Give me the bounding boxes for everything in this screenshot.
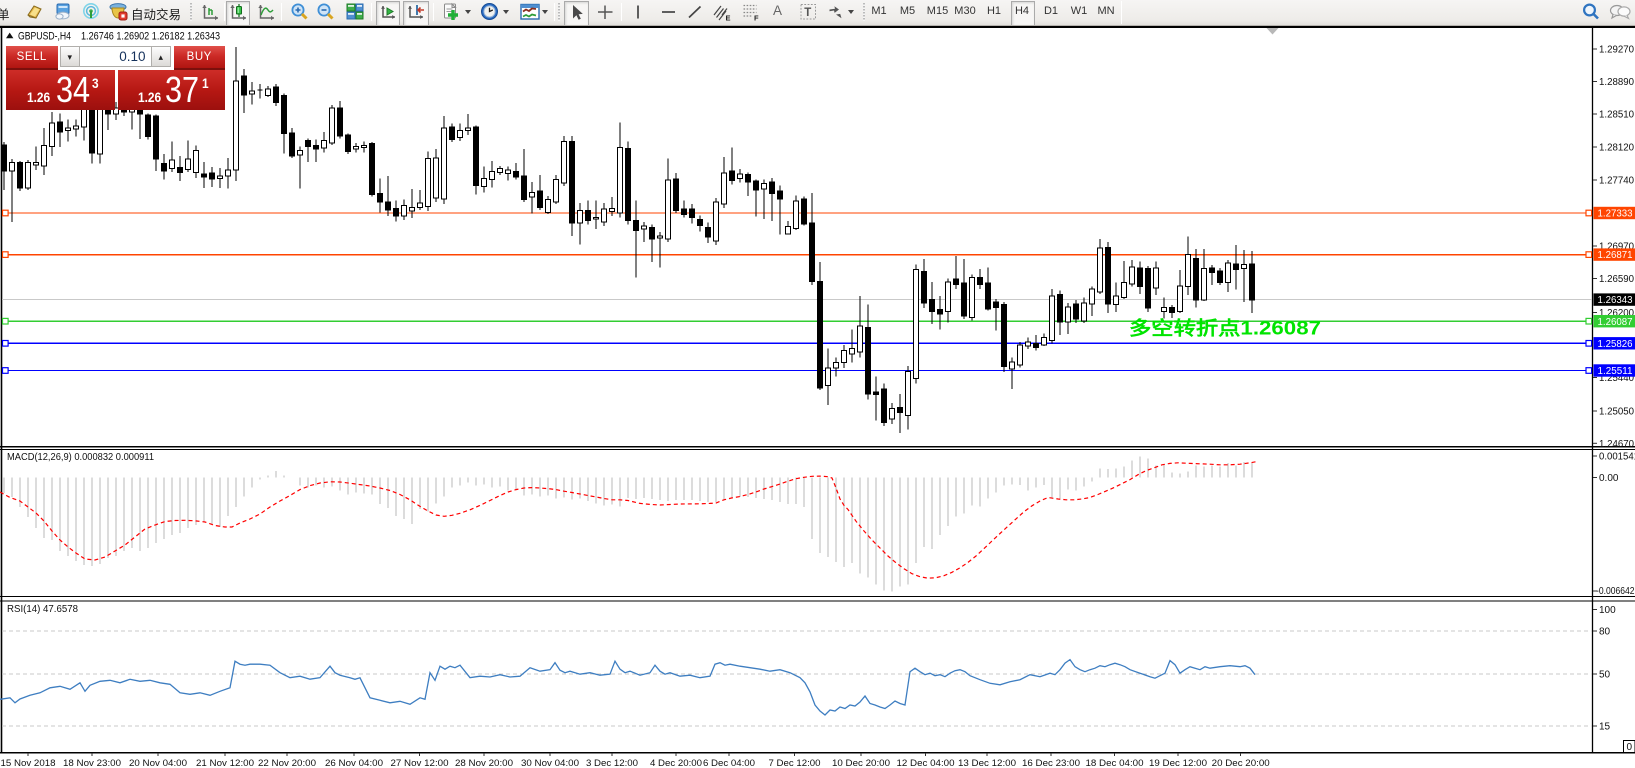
svg-text:18 Dec 04:00: 18 Dec 04:00 (1086, 758, 1144, 768)
svg-text:4 Dec 20:00: 4 Dec 20:00 (650, 758, 702, 768)
svg-text:30 Nov 04:00: 30 Nov 04:00 (521, 758, 579, 768)
svg-text:1.26343: 1.26343 (1598, 295, 1633, 306)
svg-text:1.29270: 1.29270 (1599, 45, 1634, 56)
svg-text:T: T (804, 7, 811, 19)
svg-text:20 Dec 20:00: 20 Dec 20:00 (1212, 758, 1270, 768)
svg-text:12 Dec 04:00: 12 Dec 04:00 (897, 758, 955, 768)
svg-text:22 Nov 20:00: 22 Nov 20:00 (258, 758, 316, 768)
svg-text:1.25826: 1.25826 (1598, 339, 1633, 350)
svg-text:1.27740: 1.27740 (1599, 176, 1634, 187)
svg-text:0.001541: 0.001541 (1599, 452, 1635, 463)
svg-text:18 Nov 23:00: 18 Nov 23:00 (63, 758, 121, 768)
svg-text:1.25440: 1.25440 (1599, 373, 1634, 384)
svg-text:MACD(12,26,9) 0.000832 0.00091: MACD(12,26,9) 0.000832 0.000911 (7, 452, 154, 463)
svg-text:1.28120: 1.28120 (1599, 143, 1634, 154)
svg-text:7 Dec 12:00: 7 Dec 12:00 (769, 758, 821, 768)
svg-text:1.25511: 1.25511 (1598, 366, 1633, 377)
svg-text:1.25050: 1.25050 (1599, 407, 1634, 418)
svg-text:27 Nov 12:00: 27 Nov 12:00 (391, 758, 449, 768)
svg-text:100: 100 (1599, 605, 1616, 616)
svg-text:15 Nov 2018: 15 Nov 2018 (1, 758, 56, 768)
svg-text:-0.006642: -0.006642 (1596, 586, 1635, 597)
svg-text:1.28510: 1.28510 (1599, 110, 1634, 121)
svg-text:1.26200: 1.26200 (1599, 308, 1634, 319)
svg-text:F: F (754, 14, 759, 23)
svg-text:1.27333: 1.27333 (1598, 209, 1633, 220)
svg-text:1.26970: 1.26970 (1599, 242, 1634, 253)
svg-text:80: 80 (1599, 627, 1611, 638)
svg-text:1.28890: 1.28890 (1599, 77, 1634, 88)
svg-text:16 Dec 23:00: 16 Dec 23:00 (1022, 758, 1080, 768)
svg-text:6 Dec 04:00: 6 Dec 04:00 (703, 758, 755, 768)
svg-text:1.24670: 1.24670 (1599, 439, 1634, 450)
svg-text:0.00: 0.00 (1599, 473, 1619, 484)
svg-text:26 Nov 04:00: 26 Nov 04:00 (325, 758, 383, 768)
svg-text:20 Nov 04:00: 20 Nov 04:00 (129, 758, 187, 768)
svg-text:1.26746 1.26902 1.26182 1.2634: 1.26746 1.26902 1.26182 1.26343 (81, 31, 220, 43)
svg-text:GBPUSD-,H4: GBPUSD-,H4 (18, 31, 71, 43)
svg-text:50: 50 (1599, 670, 1611, 681)
svg-text:10 Dec 20:00: 10 Dec 20:00 (832, 758, 890, 768)
svg-text:15: 15 (1599, 722, 1611, 733)
svg-text:1.26087: 1.26087 (1598, 317, 1633, 328)
svg-text:28 Nov 20:00: 28 Nov 20:00 (455, 758, 513, 768)
svg-text:0: 0 (1627, 742, 1633, 753)
svg-text:RSI(14) 47.6578: RSI(14) 47.6578 (7, 604, 78, 615)
svg-text:E: E (726, 14, 731, 23)
svg-text:3 Dec 12:00: 3 Dec 12:00 (586, 758, 638, 768)
svg-text:19 Dec 12:00: 19 Dec 12:00 (1149, 758, 1207, 768)
svg-text:1.26871: 1.26871 (1598, 250, 1633, 261)
svg-text:21 Nov 12:00: 21 Nov 12:00 (196, 758, 254, 768)
svg-text:1.26590: 1.26590 (1599, 274, 1634, 285)
svg-text:多空转折点1.26087: 多空转折点1.26087 (1129, 317, 1321, 340)
svg-text:13 Dec 12:00: 13 Dec 12:00 (958, 758, 1016, 768)
